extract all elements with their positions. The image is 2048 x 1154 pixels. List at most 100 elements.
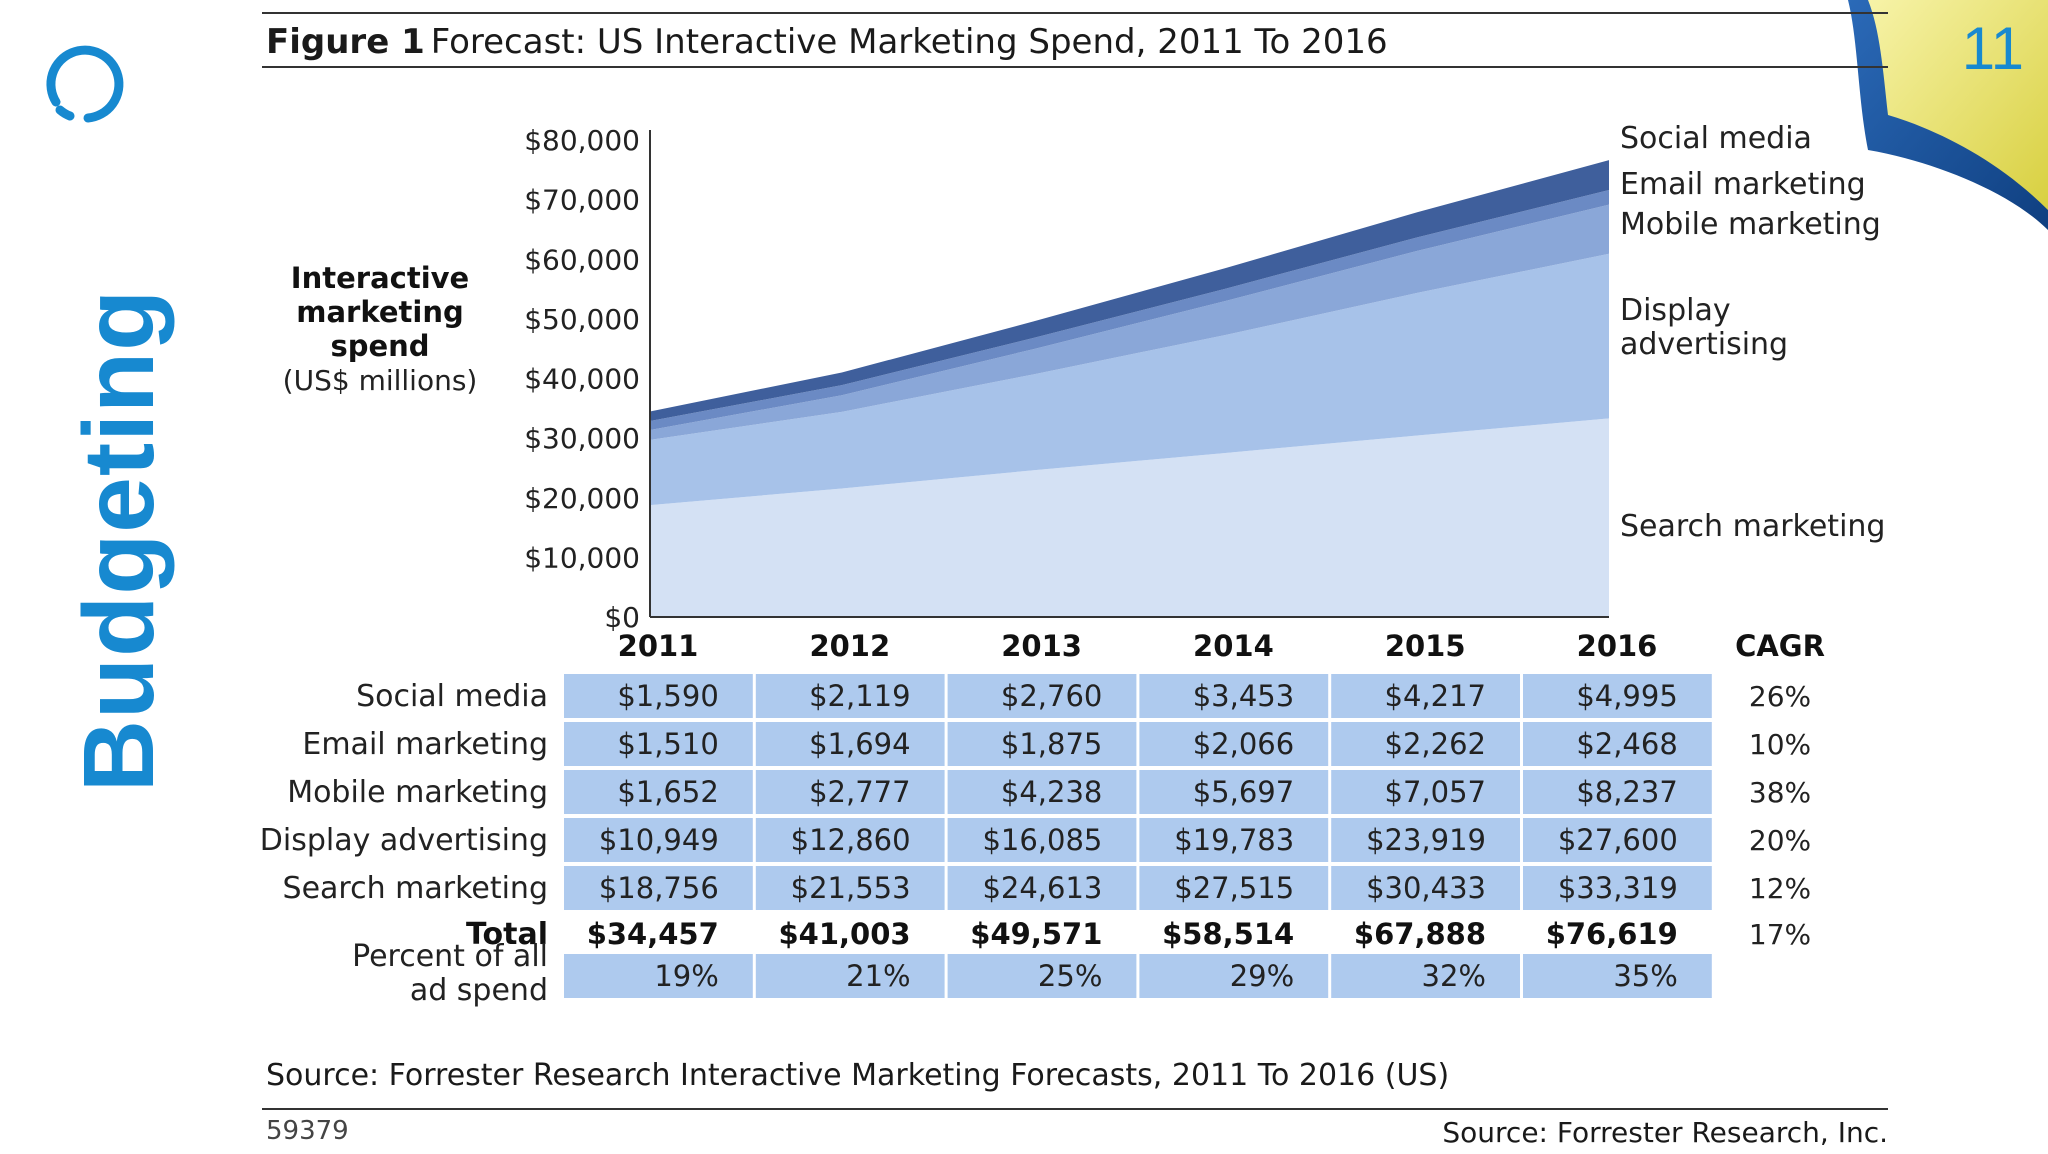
- total-value: $34,457: [587, 917, 719, 951]
- percent-value: 29%: [1230, 959, 1294, 993]
- table-cell-value: $33,319: [1558, 871, 1678, 905]
- y-axis-units: (US$ millions): [283, 364, 478, 397]
- percent-value: 32%: [1422, 959, 1486, 993]
- y-tick-label: $30,000: [524, 422, 640, 455]
- table-cell: [1139, 722, 1329, 766]
- y-tick-label: $20,000: [524, 482, 640, 515]
- table-row-label: Search marketing: [283, 871, 548, 906]
- table-cell: [1331, 818, 1520, 862]
- table-cell: [755, 866, 945, 910]
- table-cell-value: $12,860: [791, 823, 911, 857]
- table-cell-value: $4,995: [1576, 679, 1677, 713]
- percent-value: 35%: [1613, 959, 1677, 993]
- percent-cell: [755, 954, 945, 998]
- table-cell-value: $7,057: [1385, 775, 1486, 809]
- table-cell: [1523, 770, 1712, 814]
- legend-label: Mobile marketing: [1620, 207, 1881, 242]
- table-cagr-value: 20%: [1749, 824, 1811, 857]
- table-cell: [1331, 674, 1520, 718]
- percent-label: ad spend: [410, 973, 548, 1008]
- table-cell-value: $23,919: [1366, 823, 1486, 857]
- table-cell-value: $2,468: [1576, 727, 1677, 761]
- table-cell: [1523, 674, 1712, 718]
- legend-label: Email marketing: [1620, 167, 1866, 202]
- table-cell-value: $18,756: [599, 871, 719, 905]
- percent-cell: [1139, 954, 1329, 998]
- table-cell: [564, 770, 753, 814]
- table-cell: [1331, 722, 1520, 766]
- table-cell: [1139, 770, 1329, 814]
- total-value: $58,514: [1162, 917, 1294, 951]
- table-cell-value: $2,262: [1385, 727, 1486, 761]
- y-axis-label: marketing: [296, 295, 463, 329]
- table-cell-value: $1,590: [617, 679, 718, 713]
- figure-title: Figure 1 Forecast: US Interactive Marketi…: [266, 22, 1388, 62]
- table-cell-value: $19,783: [1174, 823, 1294, 857]
- table-cell: [1331, 866, 1520, 910]
- total-value: $67,888: [1354, 917, 1486, 951]
- x-tick-label: 2016: [1577, 629, 1658, 663]
- table-cell: [564, 818, 753, 862]
- side-title-text: Budgeting: [63, 288, 176, 792]
- y-tick-label: $50,000: [524, 303, 640, 336]
- table-cagr-value: 26%: [1749, 680, 1811, 713]
- y-tick-label: $70,000: [524, 184, 640, 217]
- table-cell: [1139, 674, 1329, 718]
- percent-value: 21%: [846, 959, 910, 993]
- total-value: $41,003: [779, 917, 911, 951]
- percent-label: Percent of all: [352, 939, 548, 974]
- area-search-marketing: [650, 418, 1609, 617]
- percent-cell: [947, 954, 1137, 998]
- x-tick-label: 2013: [1001, 629, 1082, 663]
- y-tick-label: $40,000: [524, 363, 640, 396]
- table-cell: [755, 674, 945, 718]
- table-cell: [564, 722, 753, 766]
- area-email-marketing: [650, 189, 1609, 431]
- table-cell: [947, 818, 1137, 862]
- percent-cell: [564, 954, 753, 998]
- table-cell: [1523, 818, 1712, 862]
- table-cell-value: $1,652: [617, 775, 718, 809]
- table-cell: [947, 866, 1137, 910]
- x-tick-label: 2015: [1385, 629, 1466, 663]
- figure-header: Figure 1 Forecast: US Interactive Marketi…: [262, 12, 1888, 68]
- table-cagr-value: 10%: [1749, 728, 1811, 761]
- page-curl-decoration: [1848, 0, 2048, 230]
- y-tick-label: $80,000: [524, 124, 640, 157]
- table-row-label: Display advertising: [262, 823, 548, 858]
- table-cell-value: $2,119: [809, 679, 910, 713]
- total-label: Total: [466, 917, 548, 952]
- table-cell: [564, 674, 753, 718]
- percent-value: 19%: [654, 959, 718, 993]
- figure-title-text: Forecast: US Interactive Marketing Spend…: [430, 22, 1388, 62]
- table-cell-value: $2,066: [1193, 727, 1294, 761]
- table-cagr-value: 12%: [1749, 872, 1811, 905]
- y-axis-label: Interactive: [291, 261, 469, 295]
- table-cell-value: $30,433: [1366, 871, 1486, 905]
- percent-cell: [1523, 954, 1712, 998]
- stacked-area-chart: $0 $10,000 $20,000 $30,000 $40,000 $50,000 $60…: [262, 121, 1885, 1008]
- table-cell-value: $16,085: [982, 823, 1102, 857]
- x-tick-label: 2014: [1193, 629, 1274, 663]
- page-number: 11: [1961, 15, 2024, 82]
- table-cell: [755, 818, 945, 862]
- legend-label: Search marketing: [1620, 509, 1885, 544]
- area-display-advertising: [650, 253, 1609, 506]
- total-value: $76,619: [1546, 917, 1678, 951]
- table-cell: [755, 722, 945, 766]
- table-cell-value: $4,217: [1385, 679, 1486, 713]
- table-cell: [1523, 866, 1712, 910]
- table-cell-value: $2,760: [1001, 679, 1102, 713]
- x-tick-label: 2012: [809, 629, 890, 663]
- figure-source: Source: Forrester Research Interactive M…: [266, 1058, 1450, 1093]
- table-cell: [1139, 866, 1329, 910]
- table-cell-value: $27,515: [1174, 871, 1294, 905]
- total-cagr-value: 17%: [1749, 918, 1811, 951]
- table-cell: [755, 770, 945, 814]
- y-tick-label: $10,000: [524, 541, 640, 574]
- table-cell: [1331, 770, 1520, 814]
- legend-label: Display: [1620, 293, 1731, 328]
- cagr-header: CAGR: [1735, 629, 1825, 663]
- table-cell-value: $10,949: [599, 823, 719, 857]
- table-cell-value: $4,238: [1001, 775, 1102, 809]
